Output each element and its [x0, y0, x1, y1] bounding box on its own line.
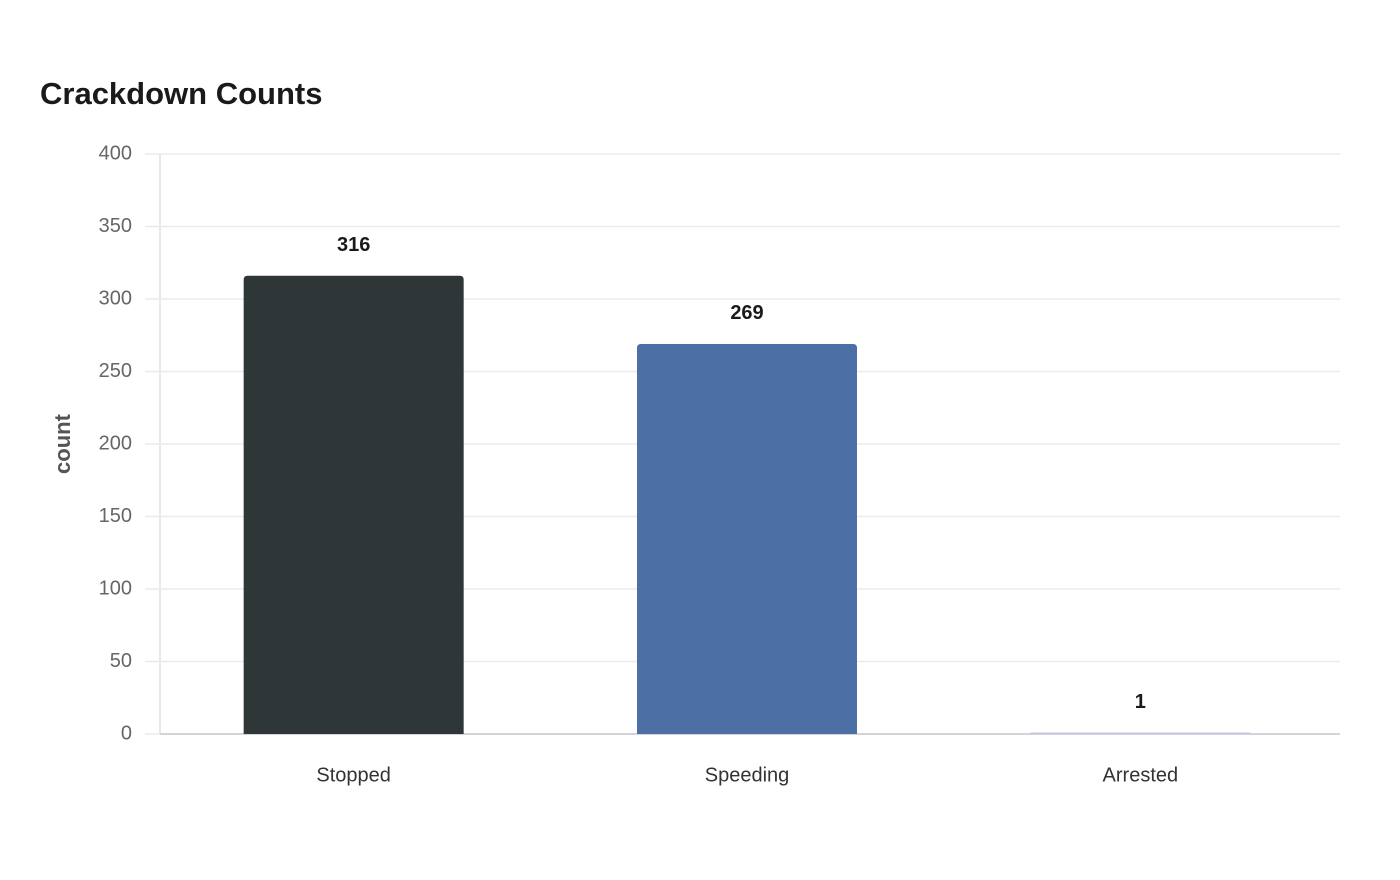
x-tick-label: Arrested	[1103, 764, 1179, 786]
y-tick-label: 100	[99, 577, 132, 599]
y-tick-label: 300	[99, 287, 132, 309]
bar	[637, 343, 857, 734]
value-label: 269	[730, 302, 763, 324]
y-tick-label: 0	[121, 722, 132, 744]
x-tick-label: Speeding	[705, 764, 790, 786]
y-tick-label: 350	[99, 215, 132, 237]
bar	[1030, 732, 1251, 734]
value-label: 1	[1135, 691, 1146, 713]
y-tick-label: 150	[99, 505, 132, 527]
bar	[243, 275, 464, 734]
value-label: 316	[337, 234, 370, 256]
y-tick-label: 200	[99, 432, 132, 454]
y-tick-label: 50	[110, 650, 132, 672]
y-tick-label: 250	[99, 360, 132, 382]
y-axis-label: count	[50, 413, 75, 474]
y-tick-label: 400	[99, 142, 132, 164]
chart-title: Crackdown Counts	[40, 76, 322, 111]
x-tick-label: Stopped	[316, 764, 391, 786]
